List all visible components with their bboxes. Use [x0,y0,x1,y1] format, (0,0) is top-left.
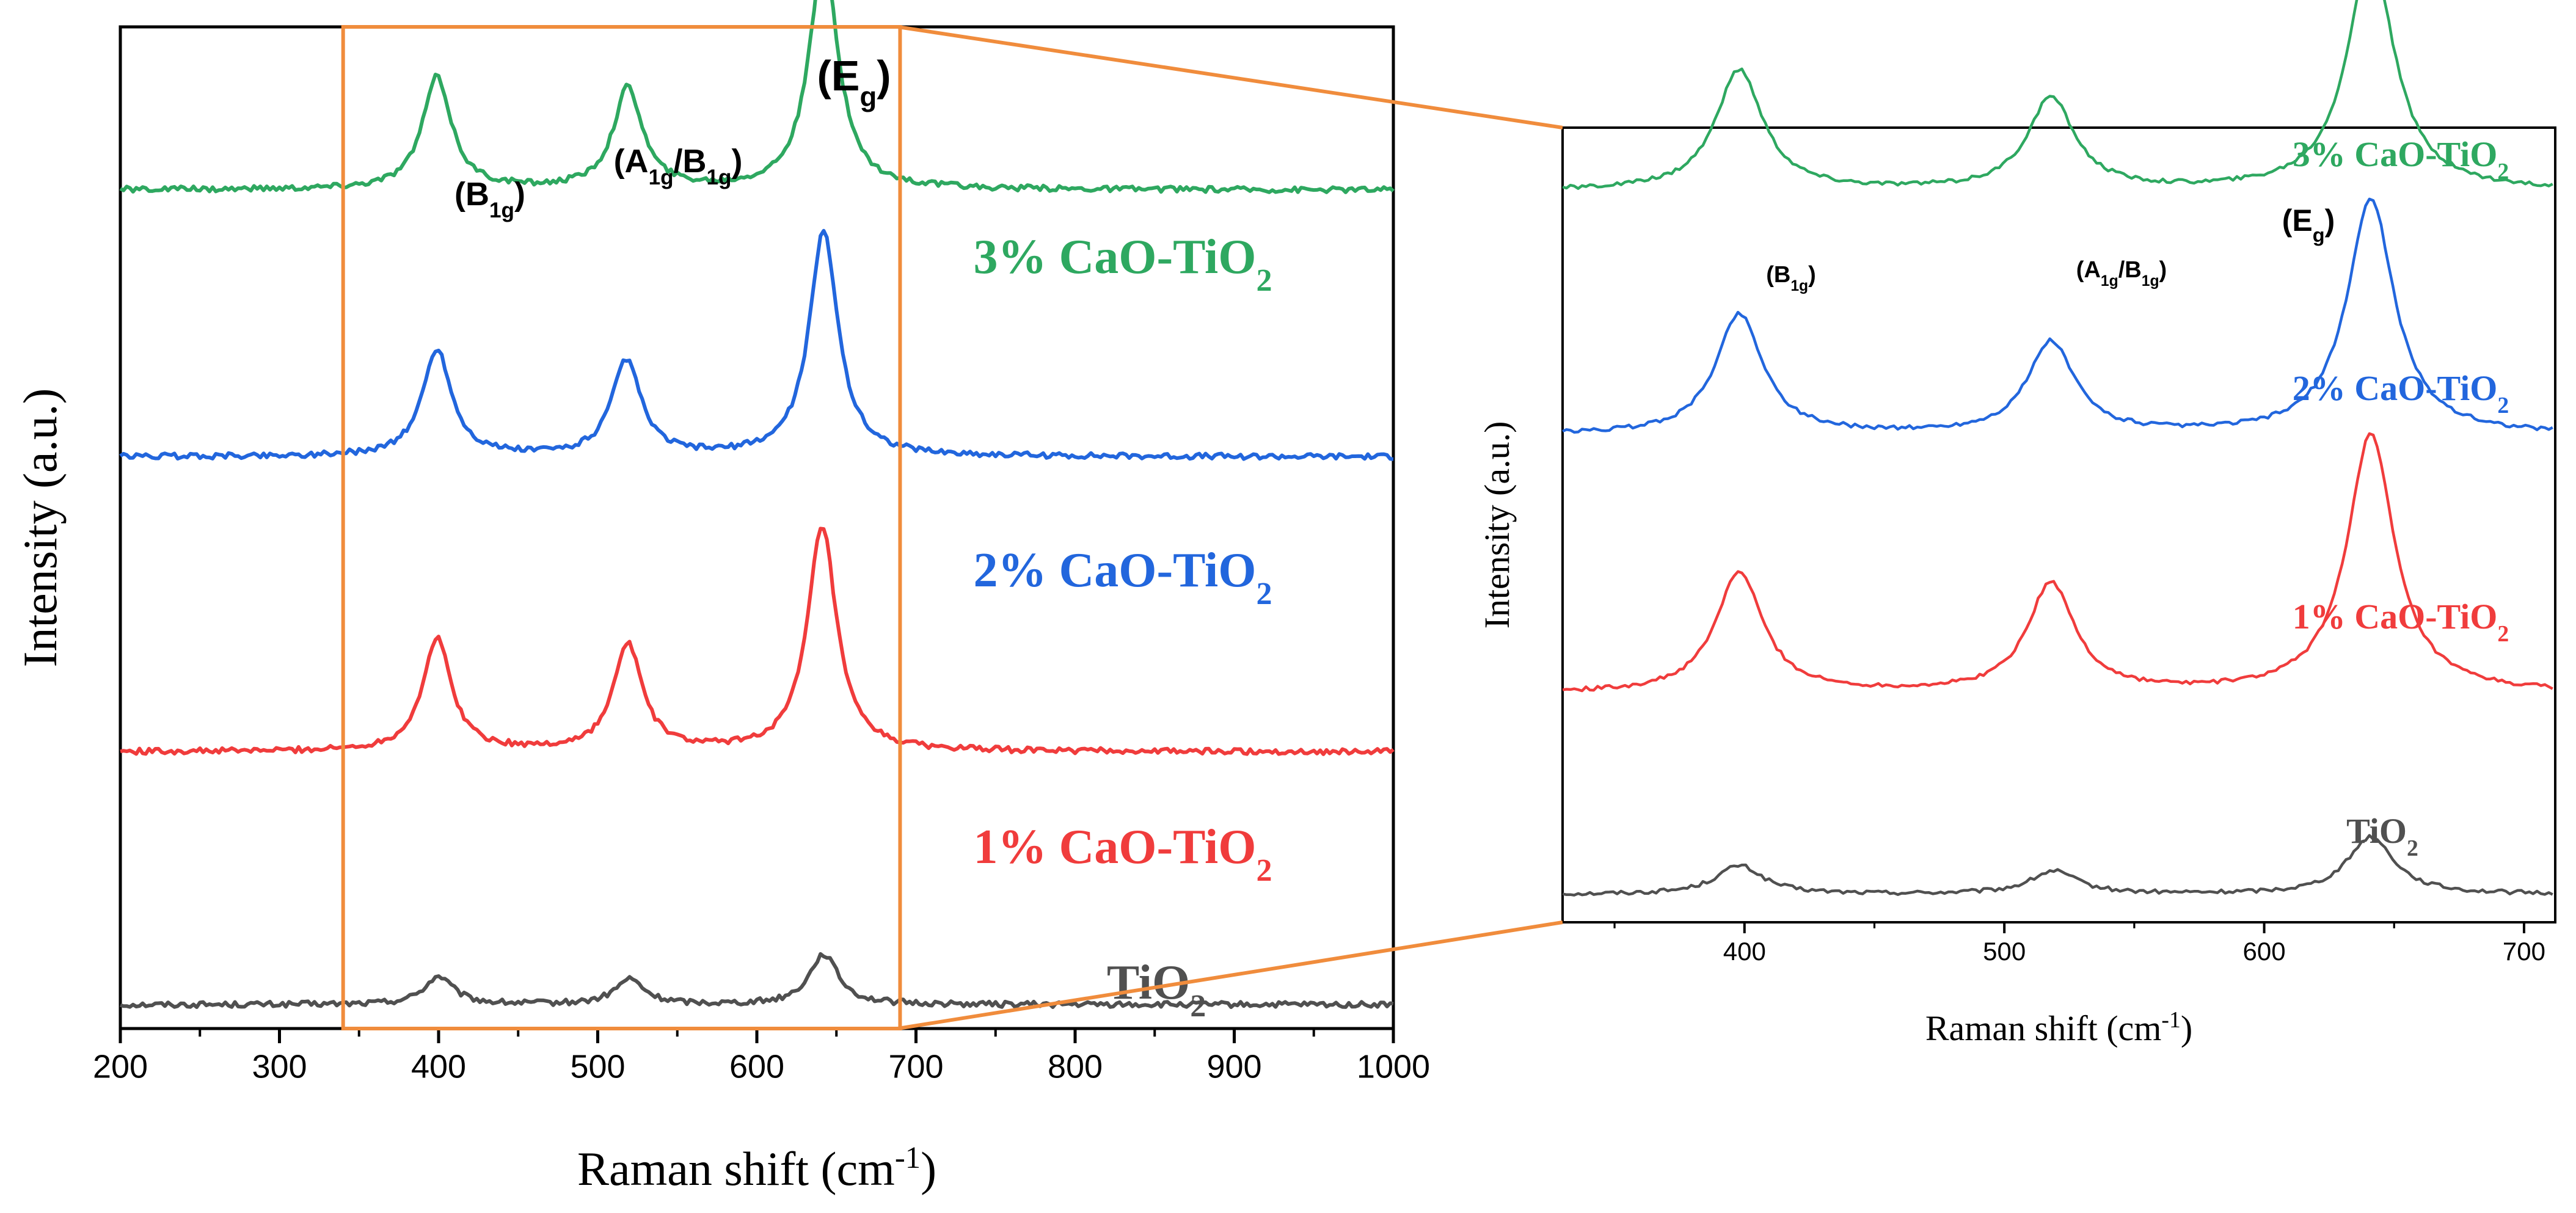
inset-chart: 400 500 600 700 Raman shift (cm-1) Intensity … [1477,0,2556,1048]
x-tick-label: 500 [570,1049,625,1085]
x-tick-label: 400 [1723,937,1766,966]
series-label: 2% CaO-TiO2 [2293,368,2509,418]
peak-label: (A1g/B1g) [2076,257,2167,290]
x-tick-label: 400 [411,1049,466,1085]
series-line [120,952,1394,1009]
zoom-connector-top [897,25,1563,129]
x-tick-label: 600 [2243,937,2286,966]
series-line [1562,197,2553,434]
peak-label: (Eg) [817,52,891,112]
series-line [119,228,1394,461]
y-axis-label: Intensity (a.u.) [13,388,67,667]
main-chart: 200 300 400 500 600 700 800 900 1000 Raman shift … [13,0,1430,1195]
peak-label: (B1g) [1766,262,1816,294]
peak-label: (B1g) [454,176,525,222]
zoom-box [341,25,902,1030]
series-line [1562,0,2553,190]
series-label: 3% CaO-TiO2 [2293,134,2509,184]
series-label: 1% CaO-TiO2 [973,820,1272,888]
plot-frame [119,25,1395,1030]
series-line [1562,834,2553,897]
x-tick-label: 200 [93,1049,148,1085]
zoom-connector-bottom [897,920,1563,1030]
x-tick-label: 700 [2503,937,2545,966]
series-label: 3% CaO-TiO2 [973,230,1272,298]
series-line [120,526,1395,756]
series-line [1562,432,2553,693]
x-axis-label: Raman shift (cm-1) [577,1140,936,1195]
x-tick-label: 500 [1983,937,2026,966]
peak-label: (Eg) [2282,203,2335,246]
x-tick-label: 900 [1206,1049,1261,1085]
x-tick-label: 300 [252,1049,307,1085]
series-label: TiO2 [2346,811,2418,861]
series-label: 2% CaO-TiO2 [973,544,1272,611]
x-tick-label: 600 [729,1049,784,1085]
plot-frame [1561,126,2556,923]
peak-label: (A1g/B1g) [614,143,743,189]
series-label: 1% CaO-TiO2 [2293,597,2509,647]
x-tick-label: 1000 [1357,1049,1430,1085]
zoom-connectors [897,25,1563,1030]
y-axis-label: Intensity (a.u.) [1477,421,1517,629]
x-tick-label: 800 [1048,1049,1103,1085]
series-label: TiO2 [1107,956,1206,1024]
series-line [119,0,1395,194]
x-axis-label: Raman shift (cm-1) [1925,1007,2192,1048]
x-tick-label: 700 [888,1049,943,1085]
